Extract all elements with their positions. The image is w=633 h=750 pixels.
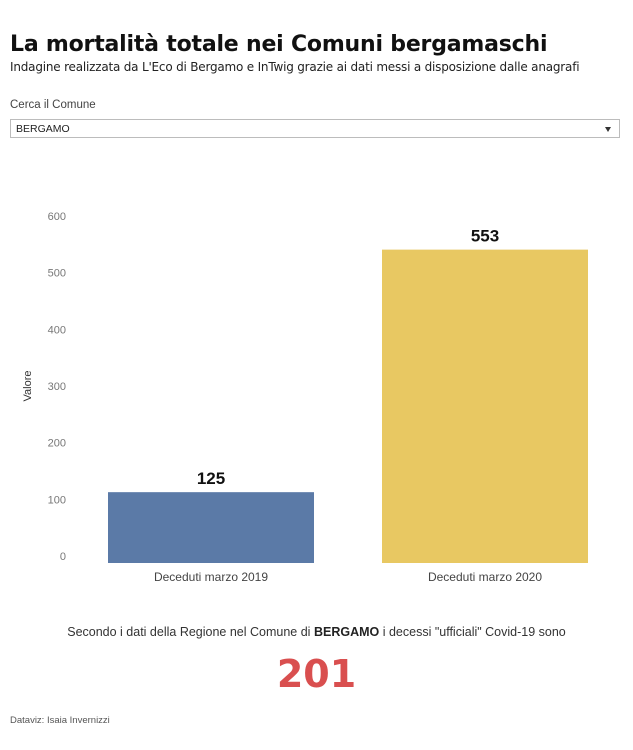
bar-value-label: 125: [197, 469, 225, 488]
y-axis-label: Valore: [22, 371, 34, 402]
y-tick-label: 400: [48, 324, 66, 336]
comune-dropdown[interactable]: BERGAMO: [10, 119, 620, 138]
covid-deaths-number: 201: [276, 652, 357, 696]
page-subtitle: Indagine realizzata da L'Eco di Bergamo …: [10, 60, 580, 74]
credit: Dataviz: Isaia Invernizzi: [10, 715, 110, 726]
covid-note: Secondo i dati della Regione nel Comune …: [0, 625, 633, 639]
note-suffix: i decessi "ufficiali" Covid-19 sono: [382, 625, 566, 639]
bar[interactable]: [108, 492, 314, 563]
bar[interactable]: [382, 249, 588, 563]
x-category-label: Deceduti marzo 2020: [428, 570, 542, 584]
comune-dropdown-value: BERGAMO: [16, 123, 70, 135]
y-tick-label: 100: [48, 494, 66, 506]
bar-chart: 0 100 200 300 400 500 600 Valore 125 553 Decedu…: [22, 211, 588, 584]
y-tick-label: 500: [48, 268, 66, 280]
y-tick-label: 300: [48, 381, 66, 393]
chevron-down-icon[interactable]: [605, 127, 611, 132]
note-comune: BERGAMO: [313, 625, 380, 639]
filter-label: Cerca il Comune: [10, 99, 96, 111]
bar-value-label: 553: [471, 227, 499, 246]
x-category-label: Deceduti marzo 2019: [154, 570, 268, 584]
note-prefix: Secondo i dati della Regione nel Comune …: [67, 625, 311, 639]
page-title: La mortalità totale nei Comuni bergamasc…: [10, 32, 548, 57]
y-tick-label: 200: [48, 438, 66, 450]
y-tick-label: 600: [48, 211, 66, 223]
y-tick-label: 0: [60, 551, 66, 563]
